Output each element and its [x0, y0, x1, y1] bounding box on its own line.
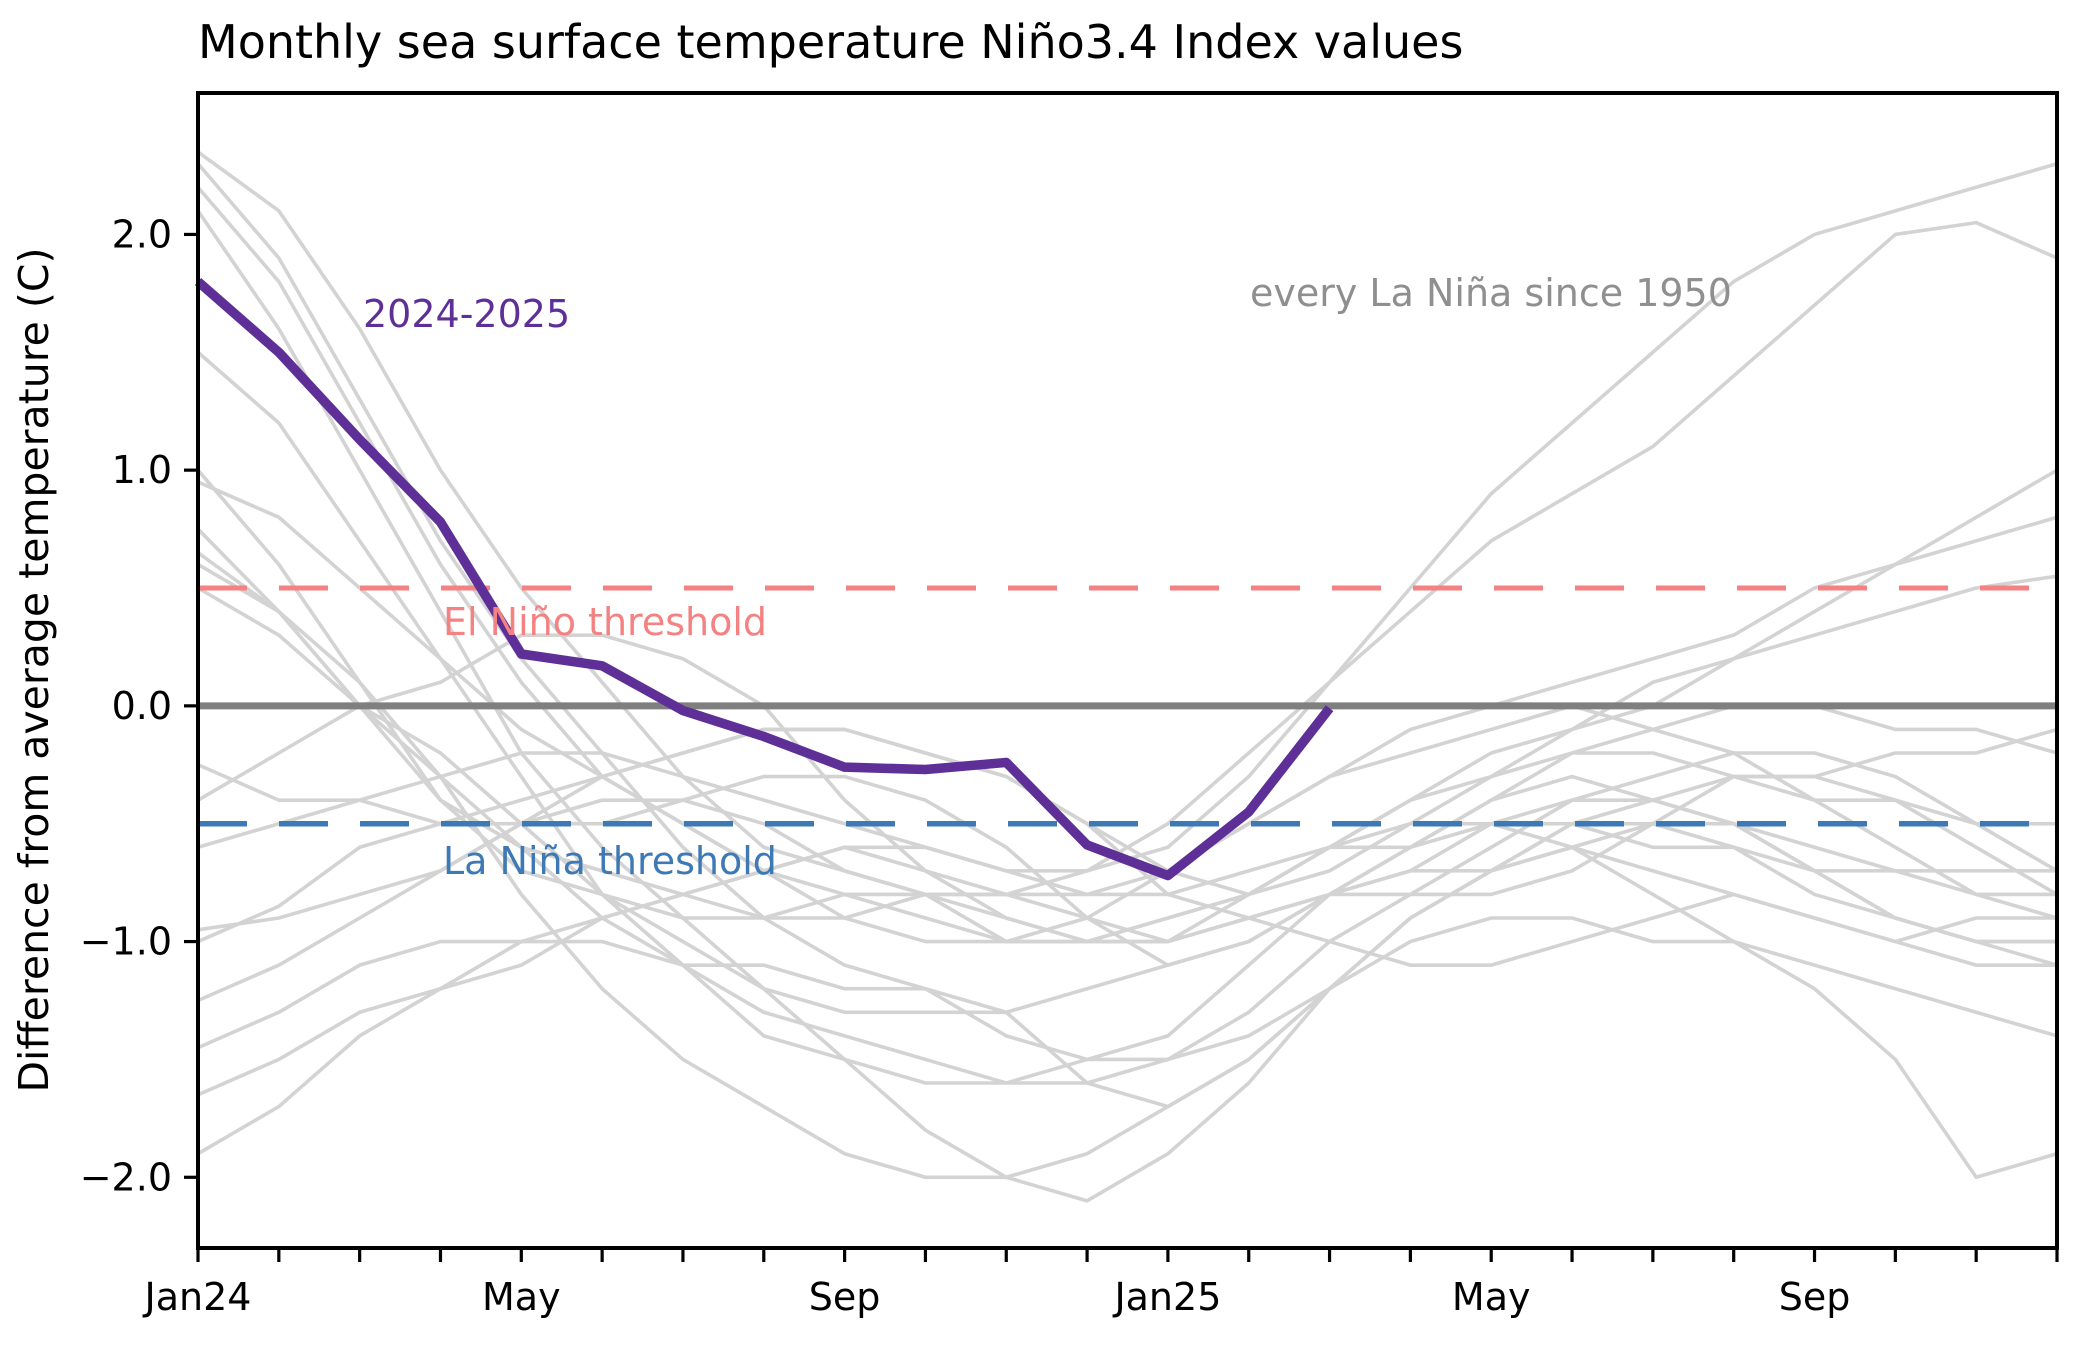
y-tick-label: 1.0 — [112, 448, 172, 492]
y-tick-label: 2.0 — [112, 212, 172, 256]
ensemble-line-la-nina-09 — [197, 161, 2058, 873]
chart-title: Monthly sea surface temperature Niño3.4 … — [198, 15, 1463, 69]
y-tick-label: −2.0 — [80, 1155, 172, 1199]
ensemble-line-la-nina-10 — [197, 821, 2057, 1097]
annotation-la-nina-threshold: La Niña threshold — [443, 839, 777, 883]
current-series-line — [194, 277, 1334, 881]
y-axis-label: Difference from average temperature (C) — [10, 247, 58, 1092]
x-tick-label: Sep — [809, 1275, 881, 1319]
series-layer — [194, 150, 2058, 1203]
x-tick-label: May — [482, 1275, 561, 1319]
x-tick-label: May — [1452, 1275, 1531, 1319]
x-tick-label: Jan25 — [1112, 1275, 1221, 1319]
annotation-current-series: 2024-2025 — [363, 292, 570, 336]
annotation-el-nino-threshold: El Niño threshold — [443, 600, 767, 644]
ensemble-line-la-nina-12 — [197, 821, 2057, 1109]
ensemble-line-la-nina-18 — [197, 763, 2058, 967]
y-tick-label: 0.0 — [112, 684, 172, 728]
x-tick-label: Jan24 — [143, 1275, 252, 1319]
ensemble-line-la-nina-17 — [196, 527, 2058, 1085]
ensemble-line-la-nina-01 — [196, 209, 2058, 1203]
ensemble-line-la-nina-20 — [197, 586, 2057, 1015]
annotation-ensemble: every La Niña since 1950 — [1250, 271, 1732, 315]
x-tick-label: Sep — [1779, 1275, 1851, 1319]
y-tick-label: −1.0 — [80, 920, 172, 964]
axes-layer: Jan24 May Sep Jan25 May Sep 2.0 1.0 0.0 −1.0 −2.0 — [80, 212, 2059, 1319]
plot-border — [196, 91, 2059, 1250]
ensemble-line-la-nina-04 — [196, 150, 2058, 920]
ensemble-line-la-nina-19 — [197, 468, 2058, 944]
ensemble-line-la-nina-05 — [196, 350, 2057, 1085]
